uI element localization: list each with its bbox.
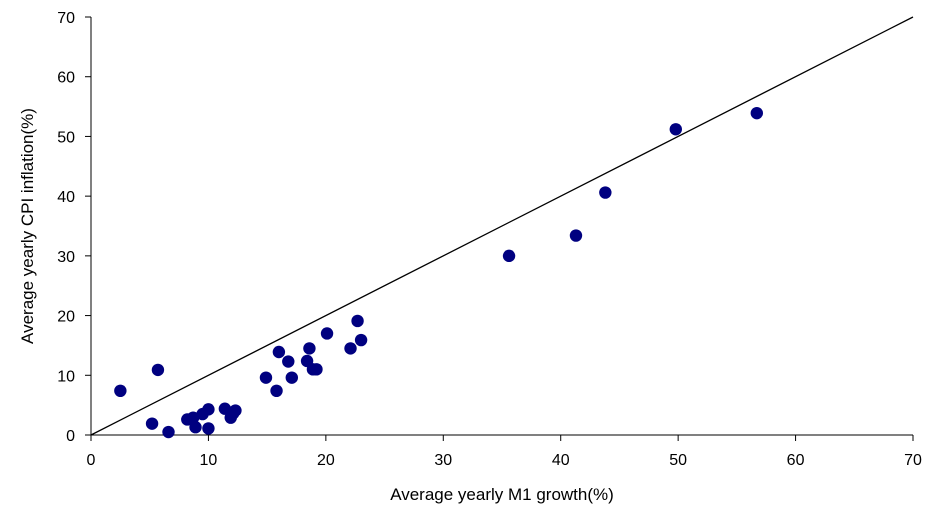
data-point <box>669 123 682 136</box>
data-point <box>351 314 364 328</box>
x-tick-label: 40 <box>552 452 570 469</box>
data-point <box>259 371 273 384</box>
x-tick-label: 20 <box>317 452 335 469</box>
data-point <box>186 411 200 424</box>
x-tick-label: 60 <box>787 452 805 469</box>
x-tick-label: 50 <box>669 452 687 469</box>
data-point <box>303 342 316 355</box>
data-point <box>145 417 159 430</box>
data-point <box>151 363 165 377</box>
x-tick-label: 10 <box>200 452 218 469</box>
x-tick-label: 0 <box>87 452 96 469</box>
x-axis-title: Average yearly M1 growth(%) <box>390 485 614 504</box>
y-tick-label: 60 <box>57 70 75 87</box>
data-point <box>285 371 299 384</box>
data-point <box>114 384 127 398</box>
reference-line-layer <box>90 16 914 436</box>
y-tick-label: 30 <box>57 249 75 266</box>
y-tick-label: 40 <box>57 189 75 206</box>
data-point <box>189 421 202 434</box>
data-point <box>282 355 295 368</box>
reference-line <box>90 16 914 436</box>
data-point <box>344 342 357 355</box>
data-point <box>272 345 286 359</box>
y-tick-label: 0 <box>66 428 75 445</box>
x-tick-label: 70 <box>904 452 922 469</box>
data-point <box>599 186 612 199</box>
data-point <box>270 384 283 398</box>
data-point <box>750 106 764 120</box>
y-axis-title: Average yearly CPI inflation(%) <box>18 108 37 344</box>
y-tick-label: 20 <box>57 309 75 326</box>
data-point <box>202 403 215 416</box>
data-point <box>310 363 323 376</box>
data-point <box>569 229 583 242</box>
data-point <box>229 404 242 417</box>
data-points <box>114 106 764 439</box>
axes: 0 10 20 30 40 50 60 70 0 10 20 30 40 50 60 70 <box>57 10 922 469</box>
data-point <box>162 425 175 439</box>
y-tick-label: 10 <box>57 368 75 385</box>
data-point <box>320 327 334 340</box>
y-tick-label: 50 <box>57 129 75 146</box>
data-point <box>354 333 368 347</box>
x-tick-label: 30 <box>434 452 452 469</box>
data-point <box>202 422 215 435</box>
data-point <box>502 249 516 263</box>
y-tick-label: 70 <box>57 10 75 27</box>
